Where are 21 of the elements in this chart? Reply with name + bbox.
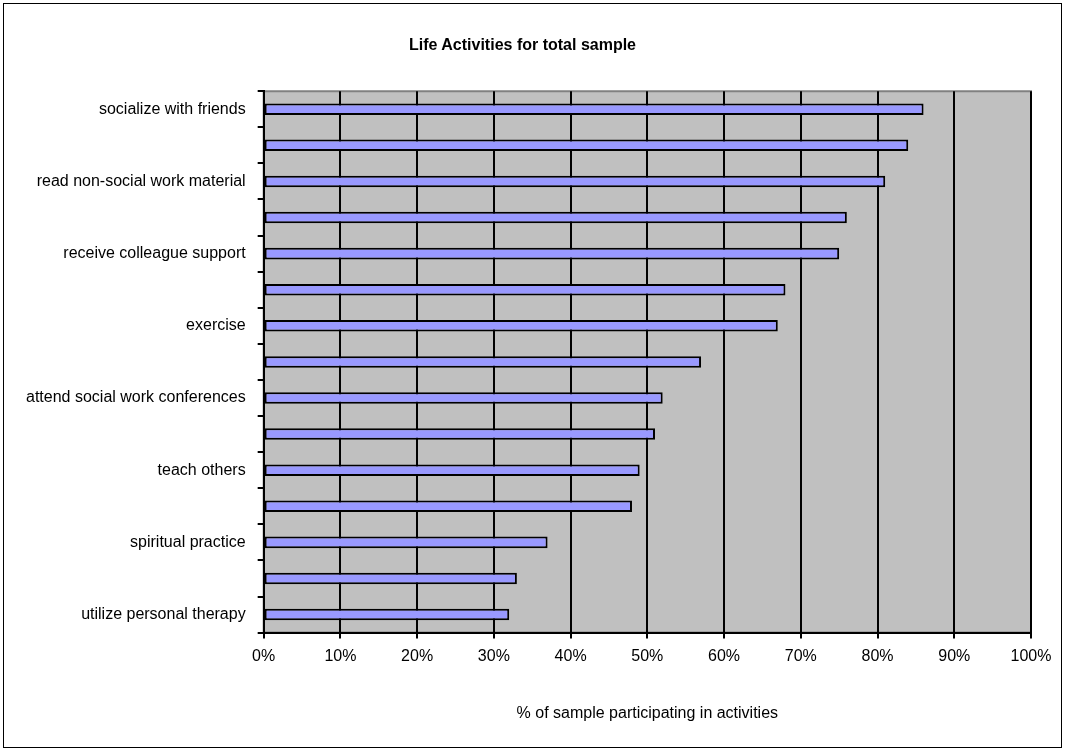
x-tick-label: 80% [861,646,894,664]
x-tick-label: 60% [708,646,741,664]
x-tick-label: 0% [252,646,276,664]
x-tick-label: 40% [554,646,587,664]
y-tick-label: exercise [186,316,246,334]
x-tick-label: 90% [938,646,971,664]
x-tick-label: 30% [477,646,510,664]
y-tick-label: receive colleague support [63,244,247,262]
y-tick-label: utilize personal therapy [81,604,246,622]
x-axis-title: % of sample participating in activities [516,703,779,721]
chart-title: Life Activities for total sample [408,36,637,54]
x-tick-label: 10% [324,646,357,664]
y-tick-label: socialize with friends [98,99,246,117]
x-tick-label: 20% [401,646,434,664]
y-tick-label: read non-social work material [36,171,246,189]
y-tick-label: spiritual practice [130,532,246,550]
y-tick-label: teach others [157,460,246,478]
x-tick-label: 70% [784,646,817,664]
x-tick-label: 50% [631,646,664,664]
x-tick-label: 100% [1010,646,1052,664]
y-tick-label: attend social work conferences [26,388,246,406]
